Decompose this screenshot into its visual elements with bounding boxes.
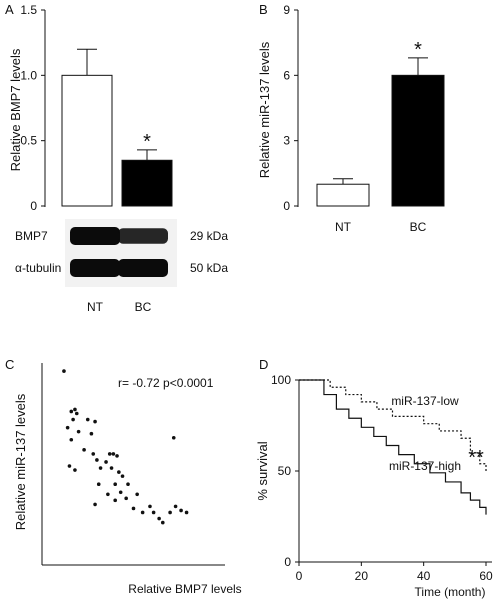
scatter-point [109,466,114,470]
western-blot: BMP7 α-tubulin 29 kDa 50 kDa NT BC [15,219,228,314]
panel-d-y-label: % survival [255,441,270,500]
blot-band [70,259,120,277]
panel-a-y-label: Relative BMP7 levels [8,48,23,171]
panel-d-x-tick-label: 60 [479,569,493,583]
scatter-point [140,510,145,515]
panel-c-x-label: Relative BMP7 levels [128,582,241,596]
blot-band [118,259,168,277]
scatter-point [131,506,136,511]
panel-d-x-tick-label: 20 [355,569,369,583]
panel-c-scatter-plot: r= -0.72 p<0.0001 Relative miR-137 level… [13,363,242,596]
scatter-point [106,492,110,497]
blot-lane-bc: BC [135,300,152,314]
panel-d-y-tick-label: 50 [278,464,292,478]
panel-c-letter: C [5,357,14,372]
blot-size-29kda: 29 kDa [190,229,228,243]
panel-c-correlation-annotation: r= -0.72 p<0.0001 [118,376,214,390]
scatter-point [71,417,75,422]
panel-a-bar-chart: 0 0.5 1.0 1.5 * Relative BMP7 levels [8,3,173,213]
scatter-point [111,452,116,456]
panel-b-y-label: Relative miR-137 levels [257,41,272,178]
blot-size-50kda: 50 kDa [190,261,228,275]
panel-d-x-tick-label: 0 [296,569,303,583]
panel-d-significance-marker: ** [468,447,484,469]
panel-b-bar-nt [316,183,370,207]
panel-a-y-tick-label: 1.5 [20,3,37,17]
scatter-point [107,452,112,456]
panel-b-category-label: BC [410,220,427,234]
scatter-point [69,409,74,414]
panel-b-significance-star: * [414,39,422,61]
panel-a-significance-star: * [143,131,151,153]
panel-d-y-tick-label: 100 [271,373,291,387]
blot-lane-nt: NT [87,300,104,314]
scatter-point [74,411,79,416]
scatter-point [171,435,176,440]
scatter-point [148,504,152,509]
series-label-mir137-high: miR-137-high [389,459,461,473]
scatter-point [168,510,172,515]
blot-row-label-tubulin: α-tubulin [15,261,61,275]
panel-d-letter: D [259,357,268,372]
scatter-point [120,474,125,478]
scatter-point [179,508,183,513]
panel-a-y-tick-label: 1.0 [20,68,37,82]
panel-d-x-label: Time (month) [415,585,486,599]
panel-a-letter: A [5,2,14,17]
scatter-point [151,510,156,515]
panel-b-y-tick-label: 9 [283,3,290,17]
scatter-point [73,468,77,472]
scatter-point [115,454,119,458]
panel-b-y-tick-label: 0 [283,199,290,213]
scatter-point [98,466,103,470]
panel-b-bar-bc [391,74,445,207]
scatter-point [117,470,121,474]
scatter-point [126,482,130,487]
scatter-point [96,482,101,487]
scatter-point [65,425,70,430]
panel-b-y-tick-label: 6 [283,68,290,82]
scatter-point [93,502,97,507]
scatter-point [82,448,86,452]
scatter-point [124,496,128,501]
panel-d-y-tick-label: 0 [284,555,291,569]
panel-c-y-label: Relative miR-137 levels [13,393,28,530]
scatter-point [173,504,178,509]
scatter-point [118,490,123,495]
panel-a-bar-bc [121,159,173,207]
scatter-point [113,482,117,487]
scatter-point [113,498,117,503]
scatter-point [69,437,74,442]
panel-d-x-tick-label: 40 [417,569,431,583]
scatter-point [95,458,99,462]
scatter-point [85,417,90,422]
blot-row-label-bmp7: BMP7 [15,229,48,243]
panel-a-y-tick-label: 0.5 [20,134,37,148]
scatter-point [76,429,81,434]
scatter-point [73,407,77,412]
scatter-point [91,452,96,456]
scatter-point [184,510,189,515]
scatter-point [62,369,66,373]
panel-b-bar-chart: 0 3 6 9 NT * BC Relative miR-137 levels [257,3,445,234]
series-label-mir137-low: miR-137-low [391,394,459,408]
survival-curve-mir-137-low [299,379,487,471]
panel-b-y-tick-label: 3 [283,134,290,148]
scatter-point [157,516,161,521]
panel-a-bar-nt [61,74,113,207]
panel-a-y-tick-label: 0 [30,199,37,213]
scatter-point [160,520,165,525]
scatter-point [93,419,97,424]
panel-b-letter: B [259,2,268,17]
blot-band [70,227,120,245]
scatter-point [135,492,139,497]
scatter-point [104,460,108,464]
panel-b-category-label: NT [335,220,352,234]
scatter-point [67,464,72,468]
panel-d-survival-chart: 0 20 40 60 0 50 100 miR-137-low miR-137-high *… [255,373,493,599]
blot-band [118,228,168,244]
scatter-point [89,431,94,436]
survival-curve-mir-137-high [299,379,487,515]
